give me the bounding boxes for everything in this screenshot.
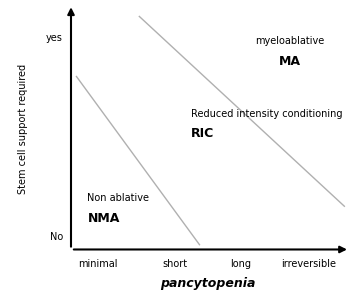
Text: RIC: RIC	[191, 127, 214, 140]
Text: irreversible: irreversible	[281, 259, 336, 269]
Text: MA: MA	[279, 55, 301, 68]
Text: Stem cell support required: Stem cell support required	[18, 64, 28, 194]
Text: myeloablative: myeloablative	[255, 36, 324, 47]
Text: Non ablative: Non ablative	[87, 192, 149, 203]
Text: yes: yes	[46, 33, 63, 43]
Text: Reduced intensity conditioning: Reduced intensity conditioning	[191, 108, 343, 119]
Text: NMA: NMA	[87, 213, 120, 225]
Text: long: long	[230, 259, 251, 269]
Text: short: short	[162, 259, 187, 269]
Text: pancytopenia: pancytopenia	[160, 277, 255, 290]
Text: minimal: minimal	[78, 259, 118, 269]
Text: No: No	[50, 233, 63, 242]
